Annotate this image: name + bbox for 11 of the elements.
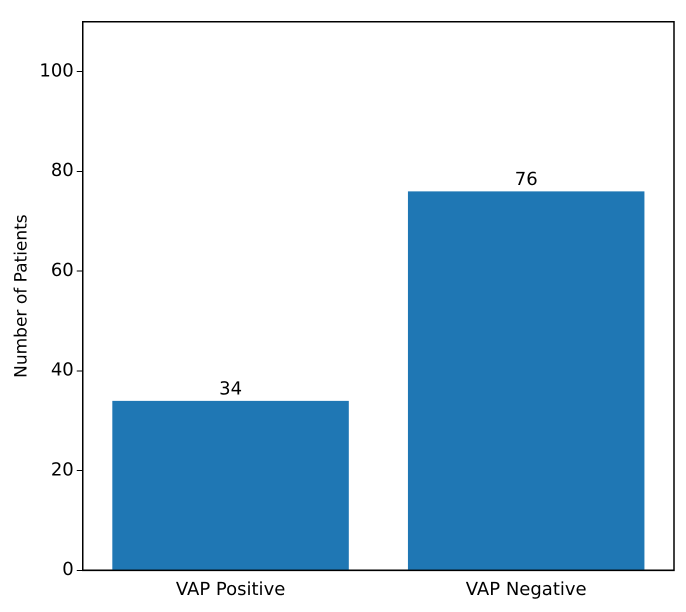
y-tick-label: 80 bbox=[50, 160, 74, 182]
x-tick-label: VAP Positive bbox=[176, 578, 286, 600]
y-tick-label: 40 bbox=[50, 360, 74, 381]
y-tick-label: 0 bbox=[62, 559, 74, 580]
y-axis-title: Number of Patients bbox=[12, 214, 32, 378]
data-label: 34 bbox=[219, 378, 242, 400]
data-label: 76 bbox=[514, 169, 538, 190]
x-tick-label: VAP Negative bbox=[466, 578, 587, 600]
y-tick-label: 60 bbox=[50, 260, 74, 281]
y-tick-label: 100 bbox=[39, 60, 74, 82]
y-tick-label: 20 bbox=[50, 459, 74, 480]
